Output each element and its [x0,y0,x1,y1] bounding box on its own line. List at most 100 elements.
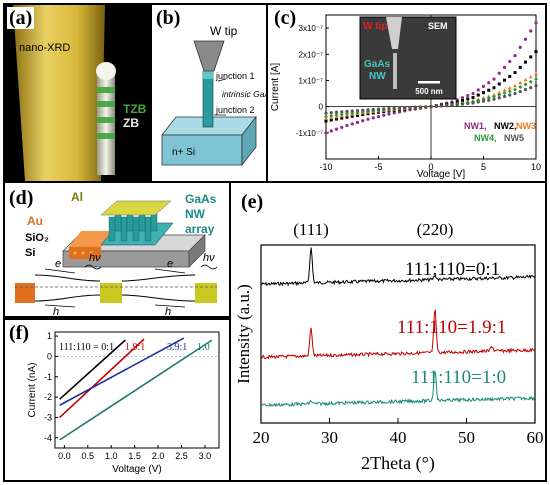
data-point-NW5 [502,94,507,99]
data-point-NW5 [424,105,428,109]
nanowire [202,70,214,128]
panel-e-label: (e) [239,191,266,213]
xrd-trace-1 [260,309,536,360]
data-point-NW1 [366,117,370,121]
x-tick-label: 30 [321,428,338,447]
electron-label-1: e [55,258,61,270]
data-point-NW5 [376,107,381,111]
data-point-NW1 [481,84,486,88]
iv-line-0:1 [59,339,126,400]
data-point-NW5 [455,103,459,107]
data-point-NW2 [524,60,527,64]
x-tick-label: 5 [481,162,486,172]
data-point-NW5 [382,107,386,111]
data-point-NW2 [461,98,464,102]
x-tick-label: 50 [458,428,475,447]
data-point-NW1 [534,21,538,25]
electron-label-2: e [167,258,173,270]
w-tip [193,40,225,72]
inset-nw: NW [369,71,386,82]
data-point-NW5 [518,89,522,94]
data-point-NW1 [476,88,480,92]
y-tick-label: 0 [47,351,52,361]
data-point-NW1 [487,81,491,85]
inset-scale: 500 nm [415,87,443,96]
data-point-NW5 [429,105,433,109]
data-point-NW5 [439,104,444,108]
sem-wire-shape [393,53,397,89]
ratio-label-3: 1:0 [197,342,210,353]
panel-a: nano-XRD TZB ZB (a) [3,3,152,183]
data-point-NW1 [508,59,512,64]
data-point-NW4 [492,94,496,99]
data-point-NW1 [518,45,522,50]
data-point-NW4 [497,92,502,97]
data-point-NW5 [408,105,412,110]
sem-tip-shape [386,17,402,49]
nw-label: NW [185,207,206,221]
data-point-NW2 [340,116,344,120]
y-tick-label: -4 [44,433,52,443]
panel-b-illustration: W tip junction 1 intrinsic GaAs junction… [161,24,266,167]
data-point-NW2 [492,86,496,90]
data-point-NW3 [502,88,507,92]
data-point-NW1 [340,125,344,129]
x-tick-label: 10 [531,162,541,172]
data-point-NW5 [508,93,512,97]
data-point-NW5 [329,111,333,115]
zb-label: ZB [123,116,139,130]
data-point-NW1 [392,111,396,115]
data-point-NW2 [518,65,522,69]
gaas-label: GaAs [185,192,217,206]
xrd-trace-0 [260,247,536,287]
y-axis-label: Current (nA) [27,362,38,417]
panel-d: Al Au SiO₂ Si GaAs NW array e e hν hν h [3,183,231,318]
data-point-NW2 [324,119,328,123]
legend-NW2: NW2, [494,121,517,131]
data-point-NW2 [345,115,349,119]
data-point-NW4 [523,82,528,87]
y-tick-label: 1x10⁻⁷ [299,76,324,85]
data-point-NW5 [487,98,491,102]
x-tick-label: 40 [390,428,407,447]
data-point-NW5 [350,109,354,113]
sem-image [360,17,456,99]
panel-a-illustration: nano-XRD TZB ZB [5,5,150,181]
inset-sem: SEM [428,21,448,31]
data-point-NW3 [513,83,517,88]
data-point-NW3 [523,77,528,82]
panel-d-illustration: Al Au SiO₂ Si GaAs NW array e e hν hν h [15,190,218,316]
data-point-NW3 [497,90,502,95]
hole-label-2: h [165,306,171,316]
nano-xrd-label: nano-XRD [19,42,70,54]
au-label: Au [27,214,43,228]
x-tick-label: 0.5 [82,451,95,461]
y-tick-label: -1x10⁻⁷ [296,129,323,138]
ratio-label-2: 3.9:1 [167,342,187,353]
data-point-NW1 [350,122,354,126]
data-point-NW1 [497,71,501,75]
data-point-NW5 [361,108,365,112]
data-point-NW2 [482,91,485,95]
data-point-NW3 [507,85,512,90]
data-point-NW2 [508,74,512,78]
data-point-NW5 [529,86,533,90]
ratio-label-1: 1.9:1 [125,342,145,353]
y-tick-label: -2 [44,392,52,402]
data-point-NW1 [324,131,328,135]
data-point-NW5 [445,104,449,108]
data-point-NW5 [481,99,486,103]
data-point-NW2 [361,113,365,117]
data-point-NW4 [486,95,491,100]
inset-gaas: GaAs [364,59,391,70]
x-axis-label: Voltage [V] [417,169,466,180]
legend-NW1: NW1, [464,121,487,131]
x-axis-label: 2Theta (°) [361,453,435,474]
data-point-NW4 [345,111,349,116]
data-point-NW4 [339,112,344,117]
legend-NW3: NW3 [516,121,536,131]
ratio-annotation-1: 111:110=1.9:1 [397,317,506,338]
data-point-NW1 [466,94,470,98]
